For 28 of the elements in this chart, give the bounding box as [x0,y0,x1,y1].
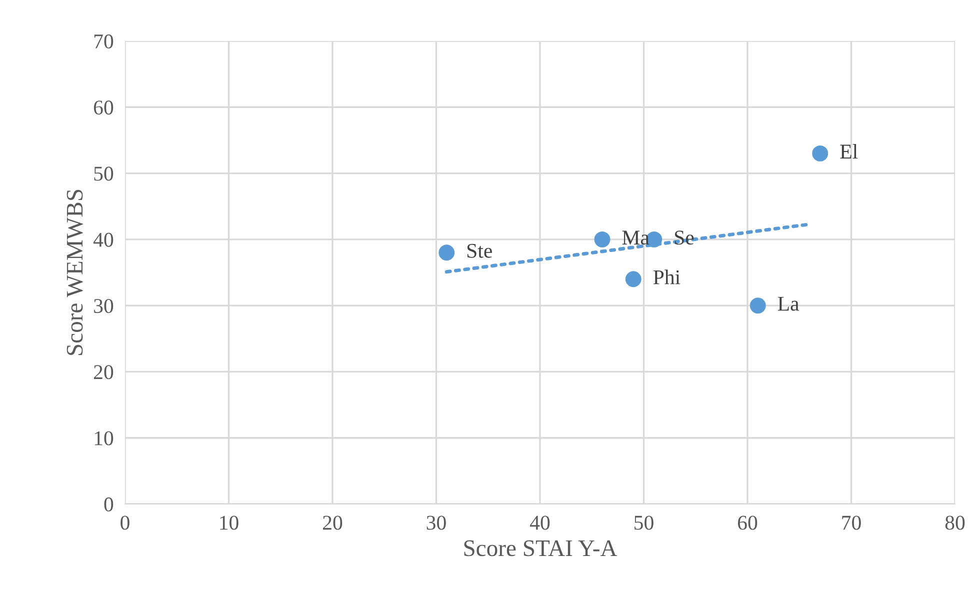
annotation: Ste [467,244,492,258]
y-tick-label: 50 [94,166,114,181]
y-tick-label: 40 [93,232,114,247]
point [625,271,642,288]
x-tick-label: 40 [530,516,550,530]
x-tick-label: 30 [426,516,446,530]
y-axis-title: Score WEMWBS [66,190,83,355]
x-tick-label: 20 [323,516,342,530]
annotation: La [778,296,800,311]
x-tick-label: 0 [120,516,130,530]
x-axis-title: Score STAI Y-A [464,540,618,556]
point [750,298,766,314]
x-tick-label: 80 [945,516,965,530]
y-tick-label: 70 [94,34,114,48]
point [438,244,455,261]
x-tick-label: 10 [220,516,238,530]
x-tick-label: 50 [634,516,654,530]
y-tick-label: 60 [94,100,114,115]
annotation: Phi [653,270,680,284]
y-tick-label: 10 [94,431,114,446]
point [594,231,610,248]
x-tick-label: 60 [738,516,758,530]
y-tick-label: 0 [104,497,114,512]
y-tick-label: 20 [94,365,114,380]
annotation: El [840,144,858,158]
y-tick-label: 30 [94,298,114,314]
x-tick-label: 70 [842,516,861,530]
point [812,145,828,162]
